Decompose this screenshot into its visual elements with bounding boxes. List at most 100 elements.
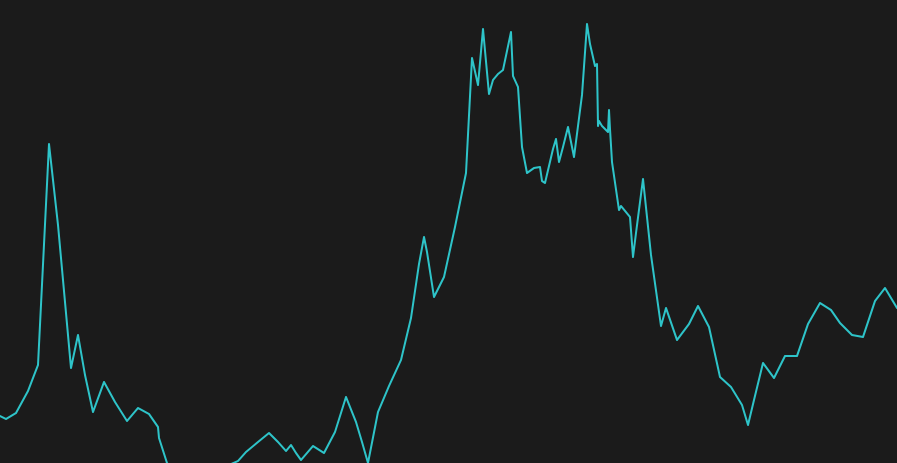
data-point — [290, 444, 292, 446]
data-point — [423, 236, 425, 238]
data-point — [874, 300, 876, 302]
data-point — [285, 450, 287, 452]
data-point — [114, 401, 116, 403]
data-point — [512, 75, 514, 77]
data-point — [596, 63, 598, 65]
data-point — [884, 287, 886, 289]
data-point — [642, 178, 644, 180]
data-point — [688, 323, 690, 325]
data-point — [426, 251, 428, 253]
data-point — [601, 125, 603, 127]
data-point — [488, 93, 490, 95]
data-point — [377, 411, 379, 413]
data-point — [548, 165, 550, 167]
data-point — [492, 79, 494, 81]
data-point — [477, 84, 479, 86]
data-point — [660, 325, 662, 327]
data-point — [482, 28, 484, 30]
data-point — [388, 385, 390, 387]
data-point — [796, 355, 798, 357]
data-point — [665, 307, 667, 309]
data-point — [839, 322, 841, 324]
data-point — [762, 362, 764, 364]
data-point — [57, 224, 59, 226]
data-point — [454, 226, 456, 228]
data-point — [410, 317, 412, 319]
data-point — [632, 256, 634, 258]
data-point — [555, 138, 557, 140]
data-point — [830, 309, 832, 311]
data-point — [708, 326, 710, 328]
data-point — [618, 209, 620, 211]
data-point — [510, 31, 512, 33]
data-point — [245, 451, 247, 453]
data-point — [257, 441, 259, 443]
data-point — [851, 334, 853, 336]
data-point — [552, 148, 554, 150]
data-point — [676, 339, 678, 341]
data-point — [517, 86, 519, 88]
data-point — [15, 412, 17, 414]
data-point — [541, 180, 543, 182]
data-point — [148, 413, 150, 415]
data-point — [471, 57, 473, 59]
data-point — [361, 441, 363, 443]
data-point — [37, 364, 39, 366]
data-point — [562, 146, 564, 148]
data-point — [533, 167, 535, 169]
data-point — [598, 120, 600, 122]
data-point — [784, 355, 786, 357]
series-line — [0, 23, 897, 463]
data-point — [77, 334, 79, 336]
data-point — [719, 376, 721, 378]
data-point — [465, 172, 467, 174]
data-point — [609, 128, 611, 130]
data-point — [611, 161, 613, 163]
data-point — [773, 377, 775, 379]
data-point — [589, 43, 591, 45]
data-point — [502, 69, 504, 71]
data-point — [126, 420, 128, 422]
data-point — [753, 399, 755, 401]
data-point — [300, 459, 302, 461]
data-point — [48, 143, 50, 145]
data-point — [629, 216, 631, 218]
data-point — [157, 426, 159, 428]
data-point — [70, 367, 72, 369]
data-point — [558, 161, 560, 163]
data-point — [620, 205, 622, 207]
data-point — [345, 396, 347, 398]
data-point — [539, 166, 541, 168]
data-point — [862, 336, 864, 338]
data-point — [312, 445, 314, 447]
data-point — [443, 276, 445, 278]
data-point — [295, 452, 297, 454]
data-point — [608, 109, 610, 111]
data-point — [433, 296, 435, 298]
data-point — [27, 390, 29, 392]
data-point — [137, 407, 139, 409]
data-point — [277, 441, 279, 443]
data-point — [607, 131, 609, 133]
data-point — [526, 172, 528, 174]
data-point — [334, 431, 336, 433]
data-point — [586, 23, 588, 25]
data-point — [84, 374, 86, 376]
data-point — [497, 73, 499, 75]
data-point — [573, 156, 575, 158]
data-point — [92, 411, 94, 413]
data-point — [697, 305, 699, 307]
data-point — [400, 359, 402, 361]
data-point — [158, 437, 160, 439]
data-point — [103, 381, 105, 383]
data-point — [567, 126, 569, 128]
data-point — [597, 125, 599, 127]
data-point — [730, 386, 732, 388]
data-point — [323, 452, 325, 454]
data-point — [741, 404, 743, 406]
data-point — [5, 418, 7, 420]
data-point — [521, 146, 523, 148]
